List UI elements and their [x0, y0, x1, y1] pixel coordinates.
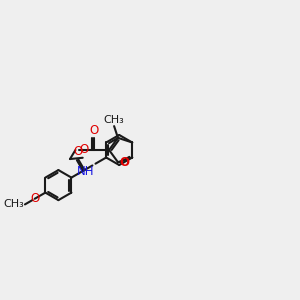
Text: CH₃: CH₃ [104, 115, 124, 125]
Text: O: O [80, 143, 89, 157]
Text: O: O [119, 156, 130, 169]
Text: CH₃: CH₃ [3, 200, 24, 209]
Text: O: O [30, 192, 39, 205]
Text: O: O [90, 124, 99, 137]
Text: NH: NH [77, 165, 95, 178]
Text: O: O [74, 145, 83, 158]
